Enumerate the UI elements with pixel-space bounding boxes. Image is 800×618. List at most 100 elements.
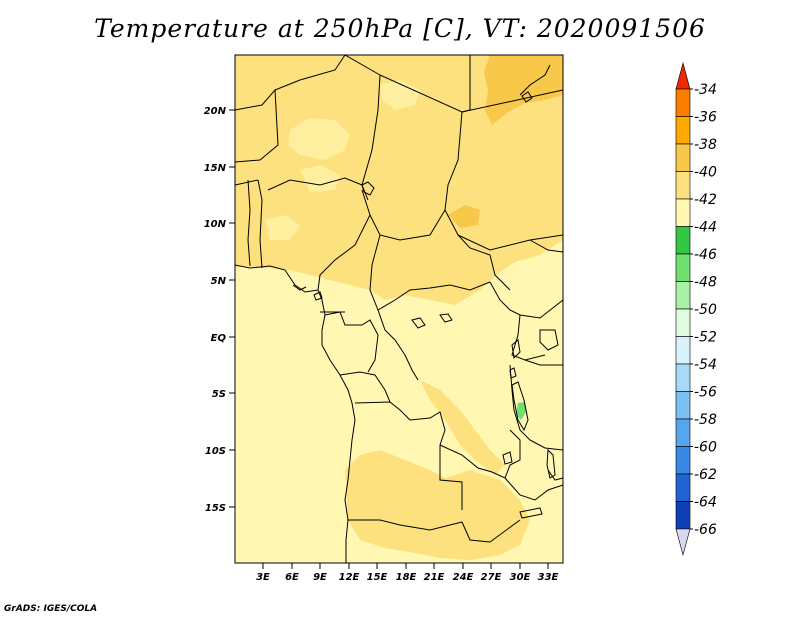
border-nigeria-cameroon bbox=[317, 189, 371, 291]
colorbar-swatch bbox=[675, 171, 691, 200]
lon-tick-label: 15E bbox=[367, 572, 388, 583]
border-chad-car bbox=[379, 209, 446, 241]
colorbar-label: -54 bbox=[694, 357, 717, 373]
lat-tick-label: 15S bbox=[205, 503, 226, 514]
river-niger-delta bbox=[292, 284, 307, 291]
lake-tanganyika bbox=[511, 381, 529, 432]
coastline-west bbox=[235, 264, 356, 563]
colorbar-swatch bbox=[675, 446, 691, 475]
lake-malawi bbox=[546, 448, 556, 479]
colorbar-bottom-arrow bbox=[675, 528, 691, 557]
lon-tick-label: 24E bbox=[453, 572, 474, 583]
lon-tick-label: 12E bbox=[339, 572, 360, 583]
colorbar-label: -60 bbox=[694, 440, 717, 456]
lake-kariba bbox=[519, 507, 543, 519]
lake-bioko bbox=[313, 291, 323, 301]
colorbar-label: -40 bbox=[694, 165, 717, 181]
border-togo bbox=[247, 179, 251, 267]
lat-tick-label: 5N bbox=[211, 276, 227, 287]
temp-region-band-46 bbox=[516, 402, 526, 420]
lat-tick-label: 20N bbox=[204, 106, 227, 117]
colorbar-swatch bbox=[675, 336, 691, 365]
temp-region-light-2 bbox=[380, 80, 420, 110]
lat-tick-label: 5S bbox=[212, 389, 226, 400]
lon-tick-label: 9E bbox=[313, 572, 327, 583]
colorbar-label: -58 bbox=[694, 412, 717, 428]
temp-region-band-40-south bbox=[345, 450, 530, 560]
border-drc-east bbox=[509, 364, 531, 441]
lon-tick-label: 33E bbox=[538, 572, 559, 583]
lake-albert bbox=[511, 339, 521, 360]
colorbar-label: -62 bbox=[694, 467, 717, 483]
lat-tick-label: 10S bbox=[205, 446, 226, 457]
lat-axis: 20N 15N 10N 5N EQ 5S 10S 15S bbox=[204, 106, 235, 514]
temp-region-light-4 bbox=[265, 215, 300, 240]
border-burkina bbox=[235, 179, 259, 186]
colorbar-swatch bbox=[675, 308, 691, 337]
border-car-south bbox=[377, 281, 491, 311]
colorbar-label: -38 bbox=[694, 137, 717, 153]
lat-tick-label: 10N bbox=[204, 219, 227, 230]
lon-tick-label: 18E bbox=[396, 572, 417, 583]
colorbar-swatch bbox=[675, 281, 691, 310]
colorbar-label: -56 bbox=[694, 385, 717, 401]
lon-axis: 3E 6E 9E 12E 15E 18E 21E 24E 27E 30E 33E bbox=[256, 563, 559, 583]
temp-region-band-38-b bbox=[448, 205, 480, 228]
lake-mai-ndombe bbox=[411, 317, 426, 329]
colorbar-label: -42 bbox=[694, 192, 717, 208]
lake-kivu bbox=[509, 367, 517, 379]
lat-tick-label: 15N bbox=[204, 163, 227, 174]
colorbar-label: -50 bbox=[694, 302, 717, 318]
temp-region-light-3 bbox=[300, 165, 340, 192]
border-gabon-congo bbox=[324, 311, 379, 373]
footer-credit: GrADS: IGES/COLA bbox=[4, 604, 98, 614]
border-ethiopia bbox=[529, 239, 563, 253]
colorbar-swatch bbox=[675, 143, 691, 172]
border-drc-angola-north bbox=[339, 371, 391, 403]
lon-tick-label: 6E bbox=[285, 572, 299, 583]
colorbar: -34 -36 -38 -40 -42 -44 -46 -48 -50 -52 -54 -56 -58 -… bbox=[675, 61, 717, 557]
border-angola-namibia bbox=[348, 519, 463, 531]
border-sudan-south-sudan bbox=[457, 234, 563, 251]
colorbar-top-arrow bbox=[675, 61, 691, 90]
colorbar-label: -36 bbox=[694, 110, 717, 126]
temp-region-light-1 bbox=[288, 118, 350, 160]
colorbar-label: -52 bbox=[694, 330, 717, 346]
border-mozambique bbox=[547, 469, 563, 481]
colorbar-label: -64 bbox=[694, 495, 717, 511]
colorbar-label: -44 bbox=[694, 220, 717, 236]
border-namibia-botswana bbox=[461, 519, 521, 543]
colorbar-swatch bbox=[675, 226, 691, 255]
lake-mweru bbox=[502, 451, 513, 465]
lon-tick-label: 21E bbox=[424, 572, 445, 583]
border-south-sudan bbox=[489, 281, 563, 319]
colorbar-swatch bbox=[675, 391, 691, 420]
lon-tick-label: 27E bbox=[481, 572, 502, 583]
border-tanzania bbox=[524, 359, 563, 366]
border-niger-chad bbox=[361, 74, 381, 201]
colorbar-swatch bbox=[675, 198, 691, 227]
border-algeria-libya bbox=[344, 55, 381, 76]
map-frame bbox=[234, 54, 564, 564]
border-uganda bbox=[511, 314, 546, 361]
lon-tick-label: 3E bbox=[256, 572, 270, 583]
lake-victoria bbox=[539, 329, 559, 351]
lake-upemba bbox=[439, 313, 453, 323]
border-algeria-niger bbox=[274, 55, 346, 91]
colorbar-swatch bbox=[675, 253, 691, 282]
colorbar-label: -48 bbox=[694, 275, 717, 291]
border-tanzania-south bbox=[529, 439, 563, 451]
colorbar-swatch bbox=[675, 116, 691, 145]
temp-region-band-40 bbox=[235, 55, 563, 305]
border-drc-angola bbox=[354, 401, 446, 446]
colorbar-label: -46 bbox=[694, 247, 717, 263]
colorbar-label: -66 bbox=[694, 522, 717, 538]
lake-nasser bbox=[521, 91, 533, 103]
borders bbox=[235, 55, 563, 563]
temp-region-band-40-east bbox=[420, 380, 505, 475]
temp-region-band-38 bbox=[484, 55, 563, 125]
border-angola-zambia bbox=[439, 445, 463, 510]
border-mali-niger bbox=[235, 88, 279, 163]
border-cameroon-car bbox=[369, 214, 381, 311]
